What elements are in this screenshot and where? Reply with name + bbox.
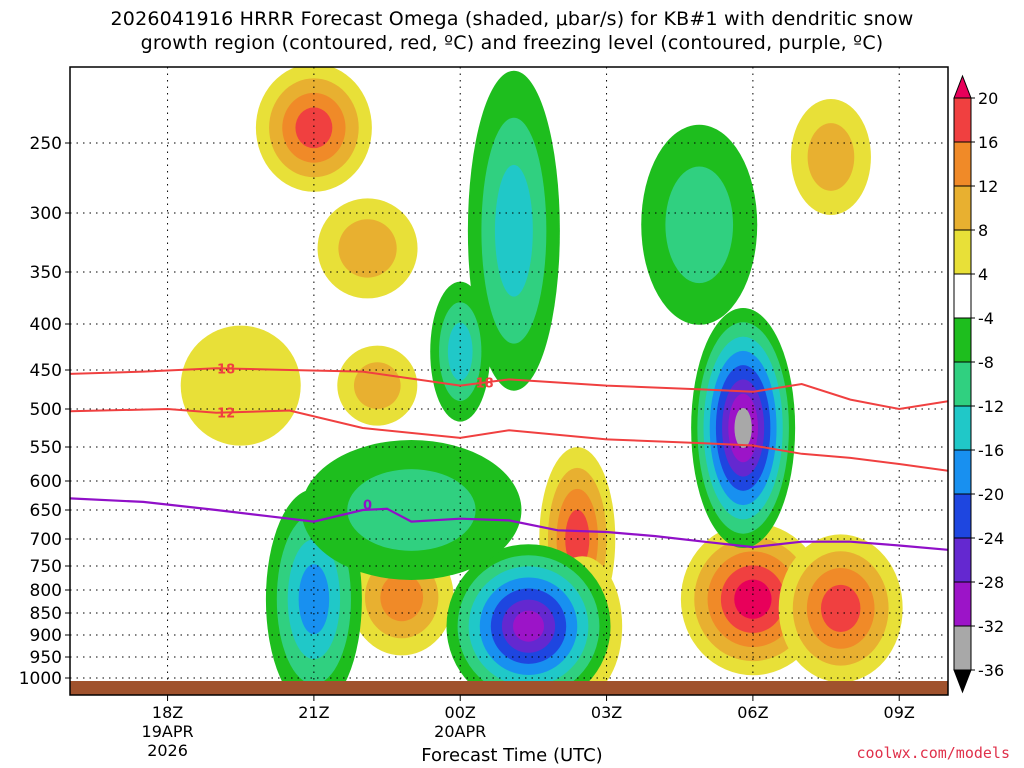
grid-lines: [70, 67, 948, 695]
colorbar-label: -12: [978, 397, 1004, 416]
y-tick-label: 1000: [19, 669, 62, 689]
omega-shade-level: [353, 362, 401, 409]
colorbar-box: [953, 493, 972, 539]
dgz-contour-label: 18: [476, 376, 494, 391]
colorbar-box: [953, 405, 972, 451]
omega-cell: [337, 345, 418, 426]
y-tick-label: 600: [30, 472, 62, 492]
credit-link[interactable]: coolwx.com/models: [856, 744, 1010, 762]
omega-cell: [255, 67, 372, 192]
colorbar-label: -4: [978, 309, 994, 328]
x-tick-label: 20APR: [434, 722, 486, 741]
omega-cell: [790, 99, 871, 215]
colorbar-box: [953, 185, 972, 231]
colorbar-label: 8: [978, 221, 988, 240]
colorbar-box: [953, 625, 972, 671]
omega-shade-level: [734, 408, 752, 448]
omega-shade-level: [665, 166, 734, 284]
terrain-ground: [70, 681, 948, 695]
colorbar: 20 16 12 8 4 -4 -8 -12 -16 -20 -24 -28 -32 -36: [953, 74, 1004, 694]
dgz-contour-label: 18: [217, 362, 235, 377]
colorbar-box: [953, 97, 972, 143]
x-tick-label: 19APR: [142, 722, 194, 741]
omega-shade-level: [380, 573, 424, 622]
x-tick-label: 00Z: [445, 703, 476, 722]
colorbar-box: [953, 317, 972, 363]
colorbar-bottom-arrow: [953, 669, 972, 694]
y-tick-label: 800: [30, 581, 62, 601]
y-tick-label: 350: [30, 263, 62, 283]
x-axis-label: Forecast Time (UTC): [421, 745, 603, 766]
y-tick-label: 950: [30, 648, 62, 668]
y-tick-label: 850: [30, 604, 62, 624]
temperature-contours: 18 18 12 0: [70, 362, 948, 551]
colorbar-top-arrow: [953, 74, 972, 99]
colorbar-label: 4: [978, 265, 988, 284]
omega-cell: [778, 534, 903, 683]
omega-shade-level: [180, 325, 301, 446]
colorbar-label: -28: [978, 573, 1004, 592]
y-tick-label: 700: [30, 530, 62, 550]
omega-shade-level: [512, 610, 545, 642]
x-tick-label: 2026: [147, 741, 188, 760]
omega-shade-level: [807, 123, 855, 191]
colorbar-box: [953, 537, 972, 583]
colorbar-label: -8: [978, 353, 994, 372]
y-tick-label: 750: [30, 557, 62, 577]
colorbar-box: [953, 229, 972, 275]
x-tick-label: 18Z: [152, 703, 183, 722]
omega-shade-level: [734, 579, 772, 619]
y-axis: 2503003504004505005506006507007508008509…: [19, 134, 70, 689]
y-tick-label: 550: [30, 438, 62, 458]
dgz-contour-line: [70, 367, 948, 411]
freezing-level-line: [70, 497, 948, 551]
omega-shade-level: [338, 219, 397, 278]
chart-title-line-1: 2026041916 HRRR Forecast Omega (shaded, …: [110, 8, 914, 30]
omega-cell: [691, 308, 796, 548]
omega-shade-level: [447, 322, 473, 381]
x-tick-label: 21Z: [298, 703, 329, 722]
y-tick-label: 300: [30, 204, 62, 224]
colorbar-label: -32: [978, 617, 1004, 636]
colorbar-label: 12: [978, 177, 998, 196]
omega-cell: [641, 124, 758, 325]
x-tick-label: 09Z: [884, 703, 915, 722]
omega-cell: [317, 198, 418, 299]
x-tick-label: 06Z: [737, 703, 768, 722]
plot-frame: [69, 66, 949, 696]
colorbar-label: -20: [978, 485, 1004, 504]
colorbar-label: 20: [978, 89, 998, 108]
omega-shade-level: [494, 164, 533, 297]
colorbar-box: [953, 273, 972, 319]
x-tick-label: 03Z: [591, 703, 622, 722]
dgz-contour-line: [70, 407, 948, 472]
colorbar-label: -36: [978, 661, 1004, 680]
colorbar-box: [953, 141, 972, 187]
omega-cell: [301, 440, 522, 580]
omega-shade-level: [295, 107, 333, 149]
y-tick-label: 400: [30, 315, 62, 335]
colorbar-box: [953, 449, 972, 495]
chart-title-line-2: growth region (contoured, red, ºC) and f…: [140, 32, 884, 54]
y-tick-label: 500: [30, 400, 62, 420]
colorbar-label: 16: [978, 133, 998, 152]
omega-cell: [430, 281, 491, 422]
y-tick-label: 250: [30, 134, 62, 154]
colorbar-box: [953, 581, 972, 627]
omega-cell: [467, 70, 560, 391]
y-tick-label: 450: [30, 361, 62, 381]
omega-shade-level: [347, 469, 476, 551]
colorbar-label: -16: [978, 441, 1004, 460]
freezing-level-label: 0: [363, 498, 372, 513]
colorbar-box: [953, 361, 972, 407]
omega-shade-level: [298, 564, 330, 635]
y-tick-label: 900: [30, 626, 62, 646]
omega-shade-level: [820, 584, 861, 632]
dgz-contour-label: 12: [217, 406, 235, 421]
colorbar-label: -24: [978, 529, 1004, 548]
y-tick-label: 650: [30, 501, 62, 521]
omega-cell: [180, 325, 301, 446]
